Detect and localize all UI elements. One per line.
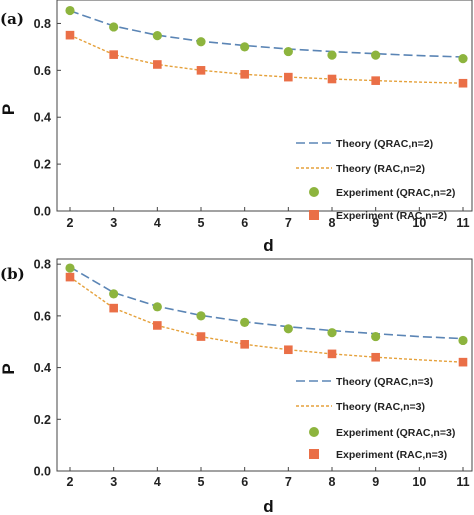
data-point-square <box>327 74 337 84</box>
data-point-square <box>240 70 249 79</box>
data-point-square <box>109 303 118 313</box>
chart-panel-1: (a) 2 3 4 5 6 7 8 9 10 11 0.0 0.2 0.4 0.6 0.8 d P Theory (… <box>0 0 473 255</box>
data-point-square <box>153 60 162 69</box>
series-line-1 <box>69 266 464 340</box>
legend-square-swatch <box>309 210 319 220</box>
data-point-square <box>458 357 468 367</box>
data-point-circle <box>152 31 162 41</box>
legend-label: Experiment (QRAC,n=3) <box>336 427 455 439</box>
series-line-1 <box>69 10 464 58</box>
x-tick-label: 11 <box>456 216 469 230</box>
x-tick-label: 2 <box>67 216 74 230</box>
data-point-circle <box>240 42 250 52</box>
y-tick-label: 0.6 <box>34 64 51 78</box>
legend-label: Theory (QRAC,n=3) <box>336 376 433 388</box>
legend-circle-swatch <box>309 187 319 197</box>
data-point-square <box>327 349 337 359</box>
legend-circle-swatch <box>309 427 319 437</box>
x-tick-label: 7 <box>285 216 292 230</box>
x-tick-label: 4 <box>154 475 161 489</box>
data-point-square <box>153 321 162 330</box>
legend-label: Theory (RAC,n=2) <box>336 163 425 175</box>
x-tick-label: 9 <box>372 475 379 489</box>
data-point-square <box>109 50 118 59</box>
data-point-square <box>458 78 468 88</box>
series-line-2 <box>69 34 464 84</box>
data-point-circle <box>283 324 293 334</box>
legend-label: Experiment (RAC,n=2) <box>336 210 447 222</box>
y-tick-label: 0.4 <box>34 111 51 125</box>
data-point-circle <box>196 311 206 321</box>
x-tick-label: 4 <box>154 216 161 230</box>
plot-frame <box>56 0 473 212</box>
data-point-circle <box>109 289 119 299</box>
data-point-circle <box>65 5 75 16</box>
data-point-circle <box>240 317 250 327</box>
x-tick-label: 9 <box>372 216 379 230</box>
legend-label: Experiment (QRAC,n=2) <box>336 187 455 199</box>
data-point-square <box>65 272 75 282</box>
x-tick-label: 3 <box>110 475 117 489</box>
x-tick-label: 10 <box>412 475 426 489</box>
x-tick-label: 8 <box>329 475 336 489</box>
data-point-square <box>371 352 380 362</box>
y-tick-label: 0.6 <box>34 309 51 323</box>
legend-square-swatch <box>309 449 319 459</box>
data-point-square <box>196 332 206 341</box>
data-point-circle <box>371 331 381 342</box>
data-point-square <box>240 340 249 349</box>
data-point-circle <box>371 50 381 60</box>
x-tick-label: 7 <box>285 475 292 489</box>
data-point-square <box>65 30 75 40</box>
y-tick-label: 0.0 <box>34 205 51 219</box>
y-axis-label: P <box>0 363 18 374</box>
x-tick-label: 5 <box>198 216 205 230</box>
legend-label: Experiment (RAC,n=3) <box>336 449 447 461</box>
data-point-circle <box>196 37 206 47</box>
y-axis-label: P <box>0 104 18 115</box>
x-tick-label: 5 <box>198 475 205 489</box>
y-tick-label: 0.4 <box>34 361 51 375</box>
y-tick-label: 0.8 <box>34 258 51 272</box>
data-point-circle <box>283 46 293 57</box>
data-point-square <box>284 345 293 355</box>
data-point-circle <box>458 335 468 346</box>
data-point-square <box>371 76 380 85</box>
series-line-2 <box>69 276 464 363</box>
y-tick-label: 0.8 <box>34 17 51 31</box>
legend-label: Theory (QRAC,n=2) <box>336 138 433 150</box>
panel-label: (b) <box>0 265 25 283</box>
data-point-circle <box>109 22 119 32</box>
x-tick-label: 2 <box>67 475 74 489</box>
plot-frame <box>56 258 473 472</box>
data-point-circle <box>327 50 337 60</box>
x-tick-label: 6 <box>241 475 248 489</box>
x-tick-label: 3 <box>110 216 117 230</box>
x-tick-label: 6 <box>241 216 248 230</box>
data-point-square <box>284 72 293 82</box>
x-tick-label: 11 <box>456 475 469 489</box>
panel-label: (a) <box>0 10 24 28</box>
x-tick-label: 8 <box>329 216 336 230</box>
y-tick-label: 0.0 <box>34 465 51 479</box>
data-point-circle <box>327 328 337 338</box>
data-point-circle <box>65 263 75 273</box>
data-point-circle <box>152 302 162 312</box>
legend-label: Theory (RAC,n=3) <box>336 401 425 413</box>
x-axis-label: d <box>263 497 273 515</box>
data-point-square <box>196 66 206 75</box>
y-tick-label: 0.2 <box>34 158 51 172</box>
x-axis-label: d <box>263 236 273 255</box>
data-point-circle <box>458 54 468 64</box>
chart-panel-2: (b) 2 3 4 5 6 7 8 9 10 11 0.0 0.2 0.4 0.6 0.8 d P Theory (… <box>0 258 473 515</box>
x-tick-label: 10 <box>412 216 426 230</box>
y-tick-label: 0.2 <box>34 413 51 427</box>
